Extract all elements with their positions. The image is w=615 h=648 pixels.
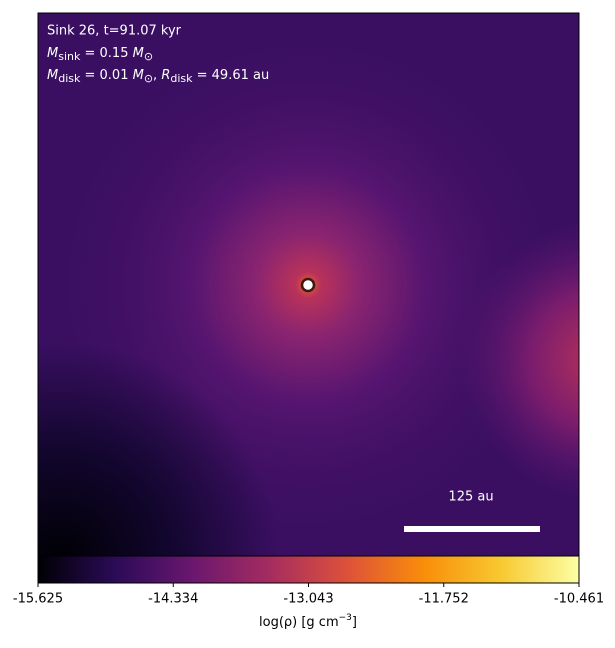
sink-marker: [300, 277, 316, 293]
scale-bar: [404, 526, 540, 532]
x-tick-label: -10.461: [554, 592, 604, 607]
annotation: Mdisk = 0.01 M⊙, Rdisk = 49.61 au: [47, 68, 269, 86]
colorbar: [37, 555, 580, 584]
x-tick-label: -11.752: [419, 592, 469, 607]
x-tick-label: -14.334: [148, 592, 198, 607]
density-image: [38, 13, 579, 556]
annotation: Sink 26, t=91.07 kyr: [47, 24, 182, 39]
x-tick-label: -15.625: [13, 592, 63, 607]
annotation: Msink = 0.15 M⊙: [47, 46, 153, 64]
scale-bar-label: 125 au: [448, 490, 493, 505]
colorbar-label: log(ρ) [g cm−3]: [259, 613, 357, 630]
x-tick-label: -13.043: [283, 592, 333, 607]
